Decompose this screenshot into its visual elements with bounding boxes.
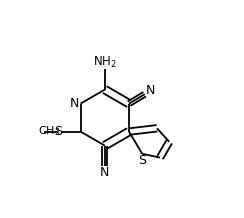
Text: NH$_2$: NH$_2$ [93,55,117,70]
Text: N: N [100,166,110,179]
Text: N: N [70,97,79,110]
Text: CH$_3$: CH$_3$ [38,125,61,138]
Text: S: S [138,154,146,167]
Text: N: N [146,84,155,97]
Text: S: S [54,125,62,138]
